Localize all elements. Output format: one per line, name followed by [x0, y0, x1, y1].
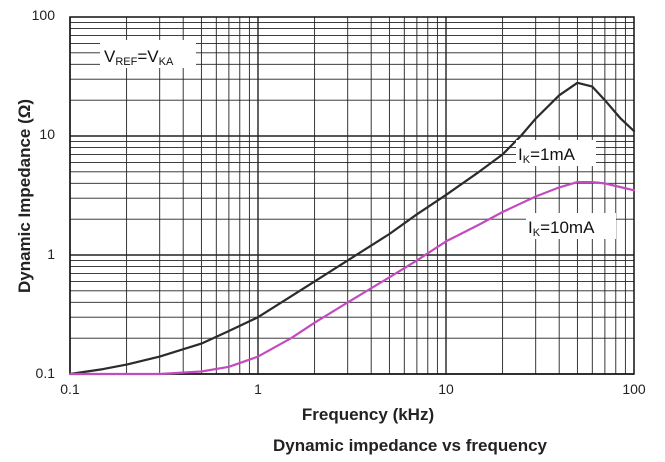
- series-line-ik-1ma: [68, 81, 636, 376]
- plot-frame: [69, 16, 635, 375]
- ik10-label: IK=10mA: [528, 218, 595, 239]
- x-axis-title: Frequency (kHz): [302, 405, 434, 424]
- y-axis-title: Dynamic Impedance (Ω): [15, 99, 34, 293]
- y-tick-label: 100: [32, 7, 56, 23]
- condition-label: VREF=VKA: [104, 47, 174, 68]
- chart-caption: Dynamic impedance vs frequency: [273, 436, 548, 455]
- y-tick-label: 1: [47, 246, 55, 262]
- ik1-label: IK=1mA: [518, 145, 576, 166]
- ik10-label-bg: [526, 213, 616, 239]
- ik1-label-bg: [516, 140, 596, 166]
- grid: [69, 17, 634, 375]
- x-tick-label: 0.1: [60, 381, 80, 397]
- series-layer: [68, 81, 636, 376]
- x-tick-label: 1: [254, 381, 262, 397]
- y-tick-label: 10: [39, 126, 55, 142]
- condition-label-bg: [100, 40, 196, 68]
- series-line-ik-10ma: [68, 181, 636, 376]
- y-tick-label: 0.1: [36, 365, 56, 381]
- x-tick-label: 100: [622, 381, 646, 397]
- x-tick-label: 10: [438, 381, 454, 397]
